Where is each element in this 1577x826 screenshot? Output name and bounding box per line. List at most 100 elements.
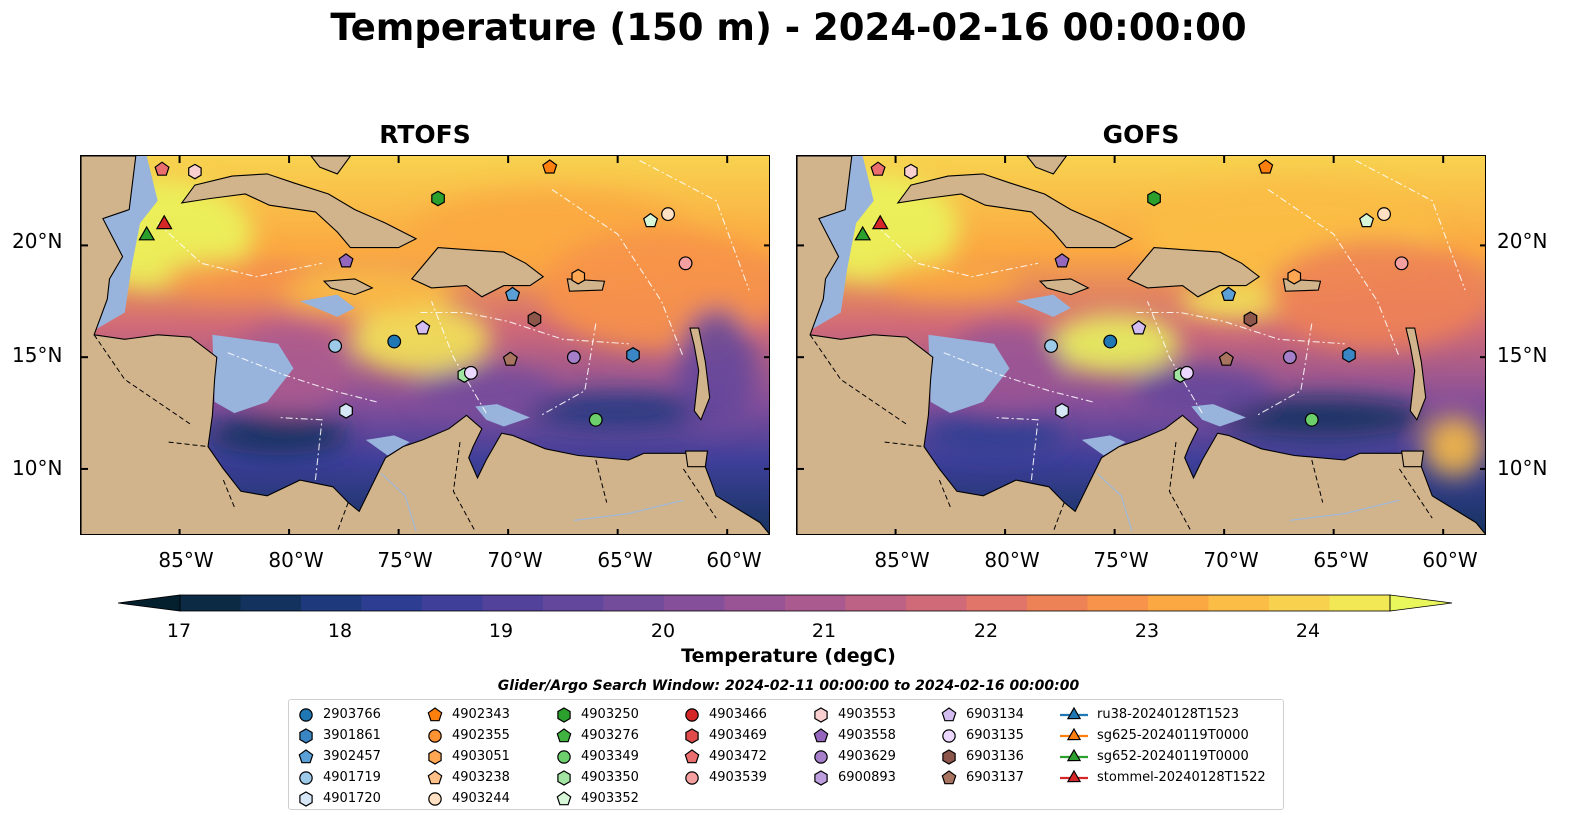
legend-item-label: 4903553	[838, 707, 896, 722]
float-marker-4901720	[339, 402, 353, 419]
float-marker-6903135	[1179, 365, 1194, 380]
land-centralAmerica	[81, 156, 769, 534]
float-marker-4901719	[1044, 339, 1059, 353]
temperature-patch	[208, 415, 349, 456]
lat-label-20n-right: 20°N	[1497, 229, 1548, 253]
colorbar-bin	[482, 595, 544, 611]
legend-hexagon-marker	[557, 706, 571, 723]
legend-item: 4903238	[426, 767, 510, 788]
panel-title-gofs: GOFS	[1102, 120, 1180, 149]
legend-column: 6903134 6903135 6903136 6903137	[940, 704, 1024, 788]
figure-title: Temperature (150 m) - 2024-02-16 00:00:0…	[330, 6, 1247, 49]
legend-marker-icon	[299, 727, 313, 744]
colorbar-bin	[1087, 595, 1149, 611]
legend-hexagon-marker	[942, 748, 956, 765]
country-border	[336, 502, 349, 532]
glider-marker-stommel	[871, 214, 889, 230]
eez-boundary	[943, 352, 1093, 403]
legend-item: 4903051	[426, 746, 510, 767]
legend-item: 6903137	[940, 767, 1024, 788]
legend-marker-icon	[556, 727, 572, 742]
legend-item-label: 4902343	[452, 707, 510, 722]
legend-marker-icon	[942, 728, 956, 743]
temperature-map	[797, 156, 1485, 534]
legend-hexagon-marker	[814, 769, 828, 786]
legend-marker-icon	[557, 769, 571, 786]
legend-item: 4903250	[555, 704, 639, 725]
float-marker-6903135	[463, 365, 478, 380]
legend-circle-marker	[299, 770, 313, 785]
map-panel-rtofs[interactable]	[80, 155, 770, 535]
legend-hexagon-marker	[685, 727, 699, 744]
legend-triangle-marker	[1066, 706, 1082, 719]
float-marker-4903629	[566, 350, 581, 365]
map-panel-gofs[interactable]	[796, 155, 1486, 535]
legend-hexagon-marker	[814, 706, 828, 723]
legend-item-label: 4903244	[452, 791, 510, 806]
legend-item-label: 4903558	[838, 728, 896, 743]
legend-item: 3902457	[297, 746, 381, 767]
legend-item: 4902343	[426, 704, 510, 725]
legend-item-label: 6900893	[838, 770, 896, 785]
country-border	[452, 442, 476, 532]
legend-item-label: stommel-20240128T1522	[1097, 770, 1266, 785]
legend-item: sg652-20240119T0000	[1059, 746, 1266, 767]
lon-label-70w-gofs: 70°W	[1203, 548, 1259, 572]
temperature-patch	[350, 304, 491, 375]
river	[1289, 499, 1400, 521]
float-marker-4902343	[1258, 159, 1274, 174]
colorbar-tick: 22	[973, 620, 999, 642]
land-hispaniola	[1126, 247, 1261, 298]
land-centralAmerica	[797, 156, 1485, 534]
float-marker-4903352	[642, 212, 659, 228]
legend-triangle-marker	[1066, 748, 1082, 761]
colorbar-frame	[179, 594, 1391, 612]
float-marker-6903136	[1243, 311, 1258, 328]
lon-label-85w-gofs: 85°W	[874, 548, 930, 572]
legend-item: 4903553	[812, 704, 896, 725]
legend-item-label: 4903539	[709, 770, 767, 785]
eez-boundary	[1146, 301, 1203, 414]
legend-item-label: 4903350	[581, 770, 639, 785]
temperature-patch	[1424, 416, 1485, 477]
river	[1096, 472, 1133, 532]
legend-item: 2903766	[297, 704, 381, 725]
colorbar-extend-max	[1389, 594, 1453, 612]
legend-pentagon-marker	[556, 727, 572, 742]
legend-item-label: ru38-20240128T1523	[1097, 707, 1240, 722]
float-marker-3902457	[504, 286, 521, 301]
float-marker-4903244	[661, 207, 675, 222]
temperature-patch	[1217, 397, 1428, 438]
float-marker-4903629	[1282, 350, 1297, 365]
land-trinidad	[1400, 450, 1425, 468]
lon-label-75w-rtofs: 75°W	[377, 548, 433, 572]
country-border	[1398, 468, 1433, 519]
lat-label-10n-left: 10°N	[12, 456, 63, 480]
float-marker-4903051	[571, 268, 586, 285]
legend-item-label: 4903051	[452, 749, 510, 764]
float-marker-4903539	[678, 256, 693, 271]
legend-item: 6900893	[812, 767, 896, 788]
float-marker-6903137	[502, 351, 518, 366]
land-lesser	[689, 327, 711, 421]
legend-marker-icon	[427, 706, 443, 721]
float-marker-4903051	[1287, 268, 1302, 285]
colorbar-tick: 18	[327, 620, 353, 642]
colorbar-tick: 20	[650, 620, 676, 642]
legend-hexagon-marker	[557, 769, 571, 786]
float-marker-6903136	[527, 311, 542, 328]
legend-marker-icon	[814, 769, 828, 786]
legend-pentagon-marker	[556, 790, 572, 805]
legend-item: 4903276	[555, 725, 639, 746]
legend-item: 4903629	[812, 746, 896, 767]
land-cuba	[180, 173, 418, 249]
float-marker-4902343	[542, 159, 558, 174]
legend-item: 4901720	[297, 788, 381, 809]
eez-boundary	[278, 416, 323, 481]
legend-item-label: 4903238	[452, 770, 510, 785]
legend-pentagon-marker	[813, 727, 829, 742]
legend-item: 4903466	[683, 704, 767, 725]
eez-boundary	[540, 323, 597, 416]
float-marker-4903250	[431, 190, 445, 207]
colorbar-tick: 24	[1295, 620, 1321, 642]
